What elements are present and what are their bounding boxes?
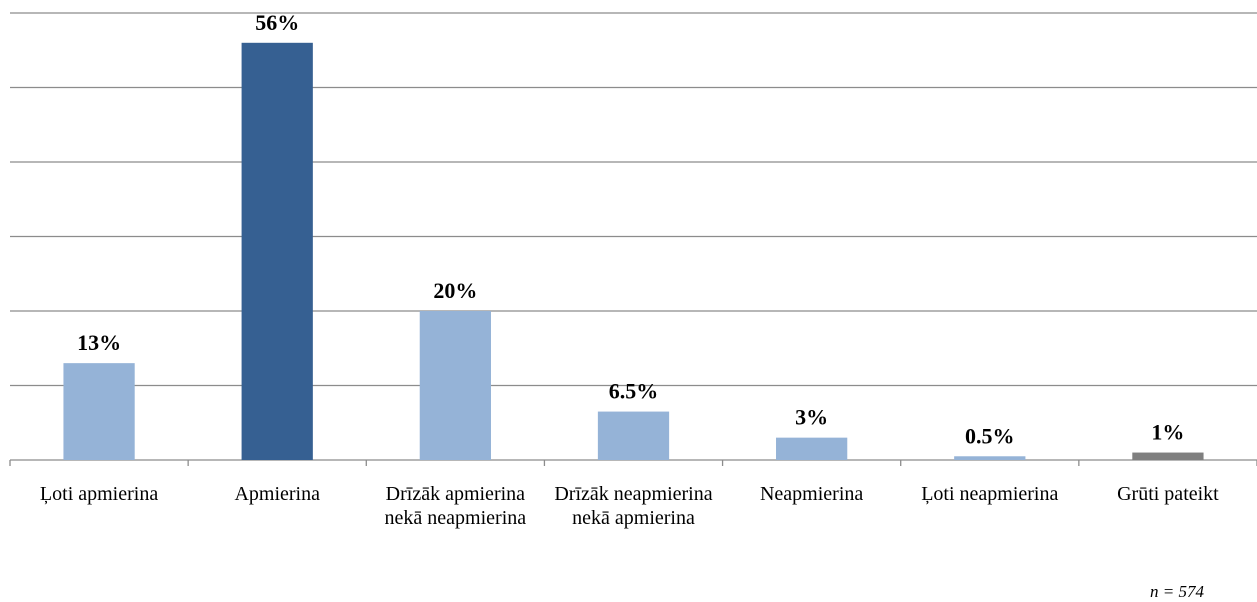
value-label: 6.5% xyxy=(609,379,659,404)
x-tick-label: Grūti pateikt xyxy=(1117,483,1219,505)
value-label: 0.5% xyxy=(965,423,1015,448)
bar xyxy=(63,363,135,460)
x-tick-label: Drīzāk apmierina nekā neapmierina xyxy=(384,483,527,529)
bar xyxy=(241,42,313,461)
bar xyxy=(597,411,670,460)
x-tick-label: Neapmierina xyxy=(759,483,864,505)
value-label: 3% xyxy=(795,405,828,430)
value-label: 20% xyxy=(433,278,477,303)
x-tick-label: Ļoti neapmierina xyxy=(921,483,1059,505)
x-tick-label: Drīzāk neapmierina nekā apmierina xyxy=(554,483,713,529)
value-label: 56% xyxy=(255,10,299,35)
bar xyxy=(1132,452,1204,460)
value-label: 13% xyxy=(77,330,121,355)
value-label: 1% xyxy=(1151,420,1184,445)
bar xyxy=(776,437,848,460)
note: n = 574 xyxy=(1150,582,1204,601)
x-tick-label: Ļoti apmierina xyxy=(39,483,159,505)
bar xyxy=(419,311,491,460)
x-tick-label: Apmierina xyxy=(234,483,320,505)
bar xyxy=(954,456,1026,460)
